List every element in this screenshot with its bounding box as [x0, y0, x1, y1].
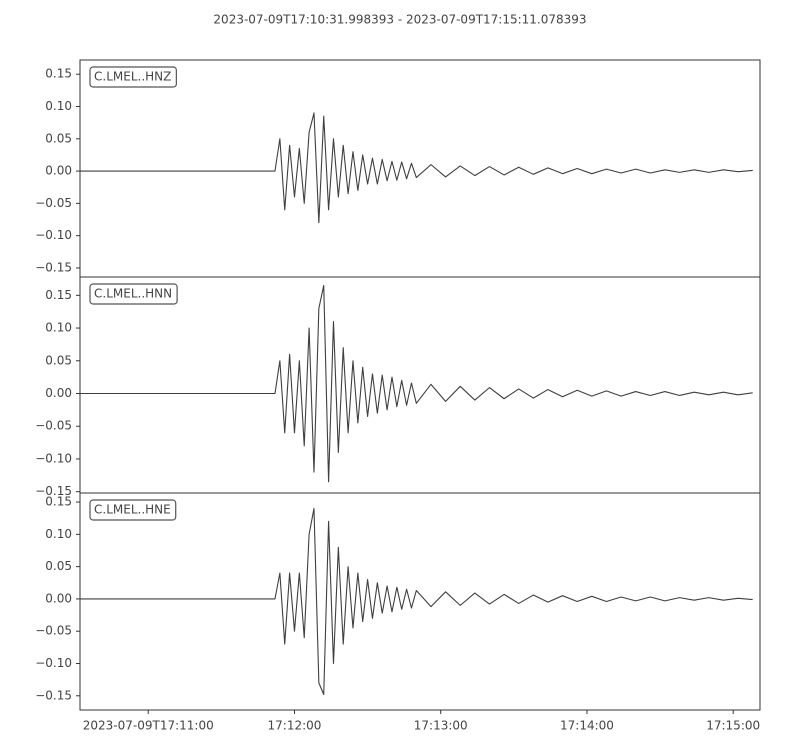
panel-frame [79, 59, 761, 278]
trace [80, 284, 753, 483]
x-tick-label: 17:13:00 [414, 719, 468, 733]
y-tick-label: 0.00 [45, 386, 72, 400]
x-tick-label: 17:14:00 [560, 719, 614, 733]
y-tick-label: 0.05 [45, 353, 72, 367]
x-tick-label: 17:15:00 [706, 719, 760, 733]
y-tick-label: −0.05 [35, 624, 72, 638]
y-tick-label: −0.15 [35, 260, 72, 274]
trace-label-box [89, 66, 177, 88]
y-tick-label: 0.15 [45, 495, 72, 509]
y-tick-label: 0.05 [45, 131, 72, 145]
y-tick-label: −0.05 [35, 419, 72, 433]
trace-label: C.LMEL..HNE [94, 503, 171, 517]
y-tick-label: −0.15 [35, 484, 72, 498]
y-tick-label: 0.15 [45, 67, 72, 81]
x-tick-label: 2023-07-09T17:11:00 [83, 719, 214, 733]
trace-label: C.LMEL..HNN [94, 287, 172, 301]
y-tick-label: −0.05 [35, 196, 72, 210]
y-tick-label: −0.10 [35, 656, 72, 670]
y-tick-label: 0.10 [45, 99, 72, 113]
y-tick-label: −0.10 [35, 228, 72, 242]
trace-label-box [89, 499, 177, 521]
y-tick-label: 0.00 [45, 591, 72, 605]
y-tick-label: −0.15 [35, 688, 72, 702]
figure-title: 2023-07-09T17:10:31.998393 - 2023-07-09T… [213, 13, 586, 27]
trace-label: C.LMEL..HNZ [94, 70, 171, 84]
y-tick-label: 0.15 [45, 288, 72, 302]
y-tick-label: 0.10 [45, 321, 72, 335]
x-tick-label: 17:12:00 [268, 719, 322, 733]
trace-label-box [89, 283, 178, 305]
panel-frame [79, 276, 761, 494]
trace [80, 507, 753, 696]
y-tick-label: 0.10 [45, 527, 72, 541]
y-tick-label: −0.10 [35, 451, 72, 465]
y-tick-label: 0.00 [45, 164, 72, 178]
panel-frame [79, 492, 761, 711]
trace [80, 112, 753, 224]
y-tick-label: 0.05 [45, 559, 72, 573]
